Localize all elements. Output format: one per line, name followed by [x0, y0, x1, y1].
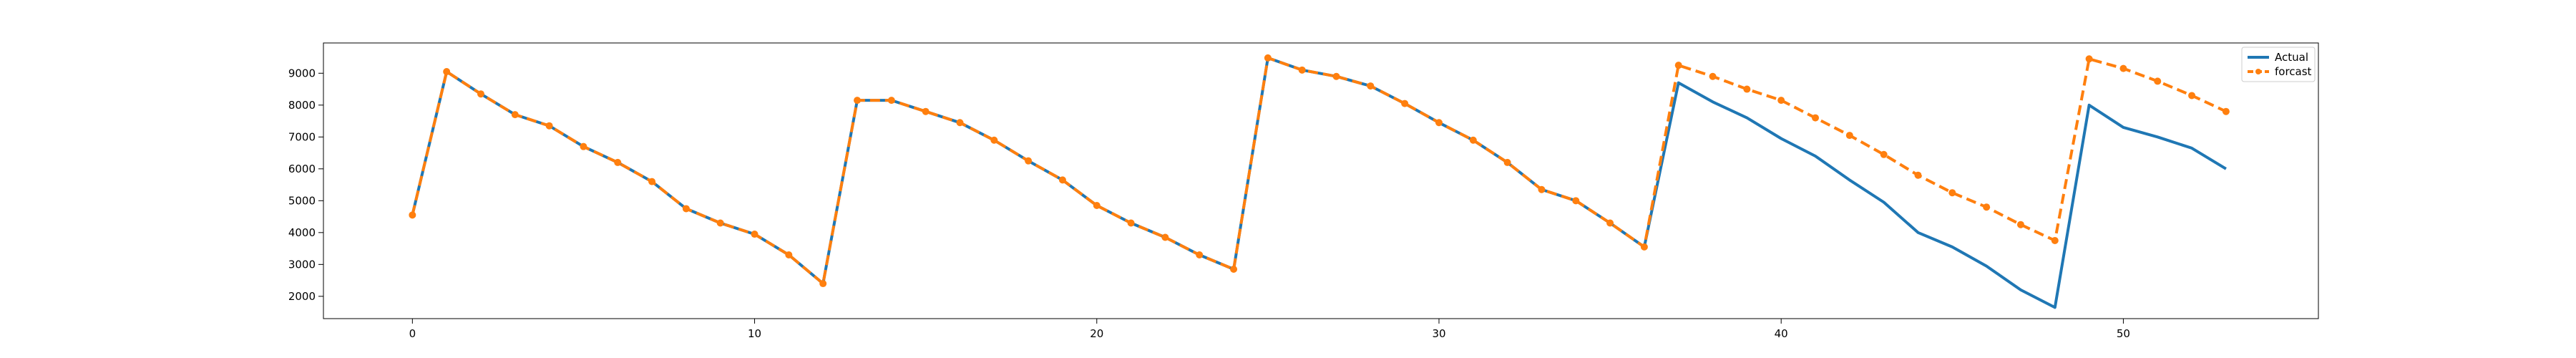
data-point-forcast	[990, 136, 998, 144]
data-point-forcast	[1709, 72, 1717, 80]
data-point-forcast	[545, 122, 553, 130]
series-line-forcast	[411, 56, 2227, 285]
y-axis: 2000 3000 4000 5000 6000 7000 8000 9000	[288, 67, 323, 303]
y-tick-label: 3000	[288, 258, 316, 271]
x-tick-label: 0	[409, 327, 416, 340]
x-tick-label: 10	[748, 327, 761, 340]
legend-label-forcast: forcast	[2275, 65, 2312, 78]
y-tick-label: 7000	[288, 130, 316, 143]
data-point-forcast	[1914, 171, 1922, 179]
x-axis: 0 10 20 30 40 50	[409, 319, 2130, 340]
data-point-forcast	[1845, 132, 1853, 140]
data-point-forcast	[854, 97, 862, 105]
data-point-forcast	[1469, 136, 1477, 144]
data-point-forcast	[409, 211, 416, 219]
data-point-forcast	[716, 219, 724, 227]
y-tick-label: 8000	[288, 99, 316, 112]
data-point-forcast	[751, 231, 758, 238]
y-tick-label: 2000	[288, 290, 316, 303]
data-point-forcast	[1332, 72, 1340, 80]
series-layer	[409, 54, 2230, 309]
data-point-forcast	[1093, 201, 1101, 209]
data-point-forcast	[1983, 203, 1991, 211]
data-point-forcast	[1025, 157, 1033, 165]
data-point-forcast	[922, 107, 930, 115]
data-point-forcast	[887, 97, 895, 105]
data-point-forcast	[819, 280, 827, 288]
data-point-forcast	[1812, 114, 1820, 122]
data-point-forcast	[1743, 85, 1751, 93]
data-point-forcast	[1058, 176, 1066, 184]
data-point-forcast	[2085, 55, 2093, 63]
data-point-forcast	[1606, 219, 1614, 227]
data-point-forcast	[785, 251, 793, 258]
data-point-forcast	[1572, 197, 1580, 205]
data-point-forcast	[1401, 100, 1409, 107]
y-tick-label: 6000	[288, 163, 316, 175]
data-point-forcast	[1367, 82, 1375, 90]
data-point-forcast	[1880, 150, 1888, 158]
data-point-forcast	[1538, 185, 1546, 193]
data-point-forcast	[2119, 64, 2127, 72]
data-point-forcast	[1196, 251, 1204, 258]
data-point-forcast	[1161, 233, 1169, 241]
y-tick-label: 9000	[288, 67, 316, 79]
data-point-forcast	[682, 205, 690, 213]
data-point-forcast	[1777, 97, 1785, 105]
data-point-forcast	[2188, 92, 2196, 100]
data-point-forcast	[2051, 236, 2059, 244]
data-point-forcast	[1230, 266, 1238, 274]
data-point-forcast	[1264, 54, 1272, 62]
data-point-forcast	[511, 111, 519, 119]
data-point-forcast	[614, 158, 622, 166]
data-point-forcast	[1127, 219, 1135, 227]
x-tick-label: 30	[1432, 327, 1445, 340]
data-point-forcast	[1674, 62, 1682, 69]
data-point-forcast	[956, 119, 964, 127]
data-point-forcast	[443, 68, 451, 76]
data-point-forcast	[1503, 158, 1511, 166]
x-tick-label: 20	[1090, 327, 1103, 340]
data-point-forcast	[648, 178, 656, 185]
y-tick-label: 5000	[288, 194, 316, 207]
data-point-forcast	[1640, 243, 1648, 251]
data-point-forcast	[2154, 77, 2162, 85]
x-tick-label: 50	[2117, 327, 2130, 340]
y-tick-label: 4000	[288, 226, 316, 239]
x-tick-label: 40	[1775, 327, 1788, 340]
data-point-forcast	[1435, 119, 1443, 127]
data-point-forcast	[2016, 221, 2024, 228]
plot-area-frame	[323, 42, 2319, 319]
data-point-forcast	[477, 90, 484, 98]
data-point-forcast	[580, 142, 587, 150]
data-point-forcast	[1948, 189, 1956, 197]
legend-marker-forcast	[2255, 69, 2261, 74]
legend-label-actual: Actual	[2275, 51, 2308, 64]
data-point-forcast	[2222, 107, 2230, 115]
data-point-forcast	[1298, 66, 1306, 74]
